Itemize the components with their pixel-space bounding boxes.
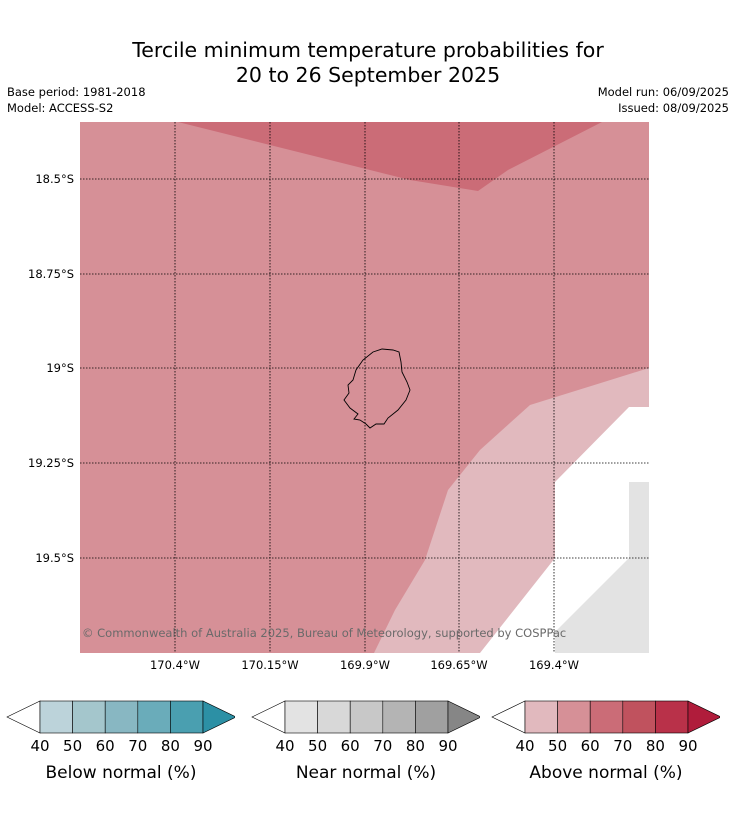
colorbar-tick: 40: [30, 737, 49, 755]
near-40-50-region: [555, 482, 649, 653]
map-panel: [80, 122, 649, 653]
colorbar-swatch: [72, 700, 106, 734]
colorbar-tick: 40: [515, 737, 534, 755]
colorbar-tick: 70: [613, 737, 632, 755]
copyright-notice: © Commonwealth of Australia 2025, Bureau…: [82, 626, 566, 640]
colorbar-label: Above normal (%): [529, 763, 682, 783]
colorbar-tick: 80: [646, 737, 665, 755]
colorbar-extend-high: [687, 700, 720, 734]
niue-coastline: [343, 348, 411, 429]
colorbar-swatch: [622, 700, 656, 734]
colorbar-swatch: [589, 700, 624, 734]
colorbar-extend-high: [447, 700, 480, 734]
colorbar-swatch: [170, 700, 204, 734]
colorbar-tick: 90: [193, 737, 212, 755]
colorbar-label: Below normal (%): [46, 763, 197, 783]
colorbar-tick: 80: [161, 737, 180, 755]
lon-label: 170.4°W: [150, 658, 200, 672]
lat-label: 18.75°S: [28, 267, 74, 281]
colorbar-swatch: [39, 700, 73, 734]
colorbar-extend-low: [251, 700, 286, 734]
colorbar-swatch: [557, 700, 591, 734]
lat-label: 18.5°S: [35, 172, 74, 186]
colorbar-below-normal: 40 50 60 70 80 90 Below normal (%): [6, 700, 235, 783]
colorbar-swatch: [317, 700, 351, 734]
colorbar-ticks: 40 50 60 70 80 90: [275, 737, 457, 755]
lon-label: 169.9°W: [340, 658, 390, 672]
colorbar-tick: 60: [341, 737, 360, 755]
colorbar-tick: 50: [63, 737, 82, 755]
base-period: Base period: 1981-2018: [7, 85, 146, 99]
colorbar-extend-high: [202, 700, 235, 734]
colorbar-extend-low: [6, 700, 41, 734]
colorbar-swatch: [284, 700, 318, 734]
colorbar-tick: 50: [548, 737, 567, 755]
lat-label: 19.5°S: [35, 551, 74, 565]
colorbar-ticks: 40 50 60 70 80 90: [515, 737, 697, 755]
colorbar-tick: 60: [581, 737, 600, 755]
colorbar-swatch: [104, 700, 139, 734]
colorbar-swatch: [137, 700, 171, 734]
lat-label: 19°S: [46, 361, 74, 375]
issued-date: Issued: 08/09/2025: [618, 101, 729, 115]
colorbar-tick: 50: [308, 737, 327, 755]
lon-label: 169.65°W: [430, 658, 487, 672]
colorbar-tick: 90: [438, 737, 457, 755]
latitude-labels: 18.5°S 18.75°S 19°S 19.25°S 19.5°S: [28, 172, 74, 565]
colorbar-label: Near normal (%): [296, 763, 436, 783]
graticule: [80, 122, 649, 653]
longitude-labels: 170.4°W 170.15°W 169.9°W 169.65°W 169.4°…: [150, 658, 579, 672]
colorbar-tick: 70: [128, 737, 147, 755]
colorbar-swatch: [349, 700, 384, 734]
meta-right: Model run: 06/09/2025 Issued: 08/09/2025: [598, 84, 729, 116]
colorbar-tick: 60: [96, 737, 115, 755]
colorbar-tick: 70: [373, 737, 392, 755]
colorbar-extend-low: [491, 700, 526, 734]
chart-title: Tercile minimum temperature probabilitie…: [0, 38, 736, 88]
colorbar-tick: 80: [406, 737, 425, 755]
title-line-1: Tercile minimum temperature probabilitie…: [132, 38, 604, 62]
colorbar-swatch: [415, 700, 449, 734]
colorbar-tick: 40: [275, 737, 294, 755]
model-run: Model run: 06/09/2025: [597, 85, 729, 99]
above-60-70-region: [178, 122, 602, 191]
map-figure: 18.5°S 18.75°S 19°S 19.25°S 19.5°S 170.4…: [28, 122, 649, 672]
colorbar-swatch: [524, 700, 558, 734]
colorbar-swatch: [655, 700, 689, 734]
colorbar-swatch: [382, 700, 416, 734]
lon-label: 169.4°W: [529, 658, 579, 672]
colorbar-ticks: 40 50 60 70 80 90: [30, 737, 212, 755]
model-name: Model: ACCESS-S2: [7, 101, 114, 115]
lat-label: 19.25°S: [28, 456, 74, 470]
title-line-2: 20 to 26 September 2025: [235, 63, 501, 87]
lon-label: 170.15°W: [241, 658, 298, 672]
colorbar-near-normal: 40 50 60 70 80 90 Near normal (%): [251, 700, 480, 783]
colorbar-above-normal: 40 50 60 70 80 90 Above normal (%): [491, 700, 720, 783]
colorbar-tick: 90: [678, 737, 697, 755]
meta-left: Base period: 1981-2018 Model: ACCESS-S2: [7, 84, 146, 116]
